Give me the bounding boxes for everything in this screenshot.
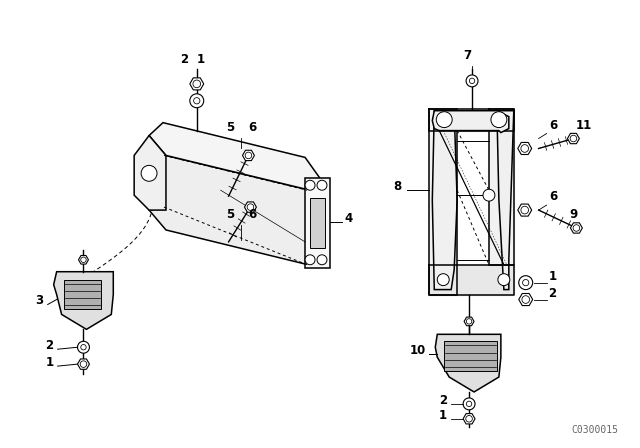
Text: 6: 6 bbox=[549, 190, 557, 203]
Text: 3: 3 bbox=[36, 294, 44, 307]
Text: 2: 2 bbox=[180, 53, 188, 66]
Circle shape bbox=[491, 112, 507, 128]
Circle shape bbox=[305, 255, 315, 265]
Text: 6: 6 bbox=[248, 121, 257, 134]
Circle shape bbox=[521, 145, 529, 152]
Polygon shape bbox=[432, 111, 509, 133]
Polygon shape bbox=[244, 202, 257, 212]
Circle shape bbox=[81, 257, 86, 263]
Circle shape bbox=[466, 415, 472, 422]
Circle shape bbox=[467, 401, 472, 407]
Circle shape bbox=[77, 341, 90, 353]
Polygon shape bbox=[432, 111, 457, 289]
Polygon shape bbox=[190, 78, 204, 90]
Circle shape bbox=[193, 80, 200, 88]
Text: 9: 9 bbox=[570, 208, 577, 221]
Text: C0300015: C0300015 bbox=[571, 425, 618, 435]
Text: 5: 5 bbox=[227, 121, 235, 134]
Polygon shape bbox=[429, 265, 514, 294]
Text: 5: 5 bbox=[227, 208, 235, 221]
Polygon shape bbox=[310, 198, 325, 248]
Text: 6: 6 bbox=[549, 119, 557, 132]
Text: 2: 2 bbox=[439, 394, 447, 407]
Polygon shape bbox=[568, 134, 579, 144]
Text: 7: 7 bbox=[463, 49, 471, 62]
Text: 4: 4 bbox=[345, 212, 353, 225]
Text: 2: 2 bbox=[45, 339, 54, 352]
Circle shape bbox=[194, 98, 200, 104]
Polygon shape bbox=[497, 111, 514, 289]
Circle shape bbox=[519, 276, 532, 289]
Circle shape bbox=[483, 189, 495, 201]
Polygon shape bbox=[149, 123, 320, 190]
Polygon shape bbox=[79, 255, 88, 264]
Polygon shape bbox=[444, 341, 497, 371]
Circle shape bbox=[437, 274, 449, 286]
Polygon shape bbox=[489, 109, 514, 265]
Polygon shape bbox=[435, 334, 501, 392]
Circle shape bbox=[317, 180, 327, 190]
Polygon shape bbox=[243, 150, 255, 160]
Text: 1: 1 bbox=[196, 53, 205, 66]
Circle shape bbox=[573, 225, 580, 231]
Circle shape bbox=[81, 345, 86, 350]
Circle shape bbox=[305, 180, 315, 190]
Polygon shape bbox=[464, 317, 474, 326]
Circle shape bbox=[463, 398, 475, 410]
Polygon shape bbox=[54, 271, 113, 329]
Polygon shape bbox=[463, 414, 475, 424]
Text: 2: 2 bbox=[548, 287, 557, 300]
Circle shape bbox=[570, 135, 577, 142]
Polygon shape bbox=[63, 280, 101, 310]
Circle shape bbox=[523, 280, 529, 286]
Polygon shape bbox=[518, 204, 532, 216]
Polygon shape bbox=[429, 109, 514, 130]
Text: 1: 1 bbox=[439, 409, 447, 422]
Text: 8: 8 bbox=[394, 180, 402, 193]
Text: 1: 1 bbox=[548, 270, 557, 283]
Circle shape bbox=[317, 255, 327, 265]
Circle shape bbox=[522, 296, 529, 303]
Circle shape bbox=[498, 274, 510, 286]
Circle shape bbox=[436, 112, 452, 128]
Text: 11: 11 bbox=[575, 119, 591, 132]
Polygon shape bbox=[134, 136, 166, 210]
Polygon shape bbox=[429, 109, 457, 294]
Polygon shape bbox=[570, 223, 582, 233]
Circle shape bbox=[467, 319, 472, 324]
Polygon shape bbox=[149, 136, 320, 265]
Circle shape bbox=[466, 75, 478, 87]
Polygon shape bbox=[305, 178, 330, 268]
Text: 10: 10 bbox=[409, 344, 426, 357]
Polygon shape bbox=[519, 293, 532, 306]
Circle shape bbox=[247, 204, 253, 211]
Polygon shape bbox=[518, 142, 532, 155]
Circle shape bbox=[80, 361, 87, 367]
Circle shape bbox=[469, 78, 475, 84]
Circle shape bbox=[245, 152, 252, 159]
Circle shape bbox=[521, 206, 529, 214]
Text: 1: 1 bbox=[45, 356, 54, 369]
Text: 6: 6 bbox=[248, 208, 257, 221]
Circle shape bbox=[141, 165, 157, 181]
Polygon shape bbox=[77, 359, 90, 369]
Circle shape bbox=[190, 94, 204, 108]
